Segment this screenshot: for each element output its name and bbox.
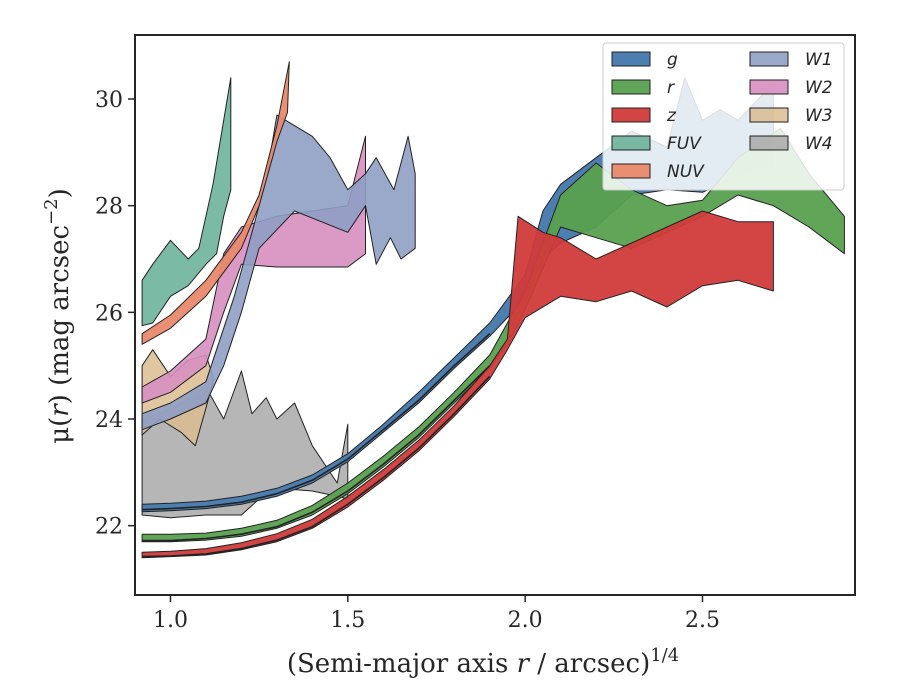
legend-swatch-nuv <box>611 163 651 179</box>
legend-swatch-w2 <box>749 79 789 95</box>
band-w1 <box>141 114 416 431</box>
x-axis-ticks: 1.0 1.5 2.0 2.5 <box>153 595 720 633</box>
legend-swatch-w1 <box>749 51 789 67</box>
legend-swatch-w4 <box>749 135 789 151</box>
y-axis-label: μ(r) (mag arcsec−2) <box>41 188 75 444</box>
legend-label-nuv: NUV <box>667 162 705 182</box>
legend-label-g: g <box>667 50 678 70</box>
band-w2 <box>141 135 366 404</box>
legend-label-w4: W4 <box>805 134 833 154</box>
y-tick-label: 22 <box>95 515 123 540</box>
legend-swatch-z <box>611 107 651 123</box>
band-z <box>141 210 774 559</box>
legend-label-w1: W1 <box>805 50 833 70</box>
legend-label-fuv: FUV <box>667 134 702 154</box>
legend-label-w2: W2 <box>805 78 833 98</box>
lines-layer <box>142 333 491 558</box>
legend: grz FUV NUV W1 W2 W3 W4 <box>602 42 845 191</box>
profile-line-r <box>142 365 491 542</box>
band-fuv <box>141 77 232 327</box>
y-tick-label: 24 <box>95 408 123 433</box>
legend-swatch-w3 <box>749 107 789 123</box>
x-tick-label: 2.5 <box>685 608 720 633</box>
y-tick-label: 26 <box>95 301 123 326</box>
legend-label-w3: W3 <box>805 106 833 126</box>
x-axis-label: (Semi-major axis r / arcsec)1/4 <box>287 645 679 679</box>
legend-label-z: z <box>666 106 677 126</box>
plot-frame <box>134 34 856 596</box>
profile-line-g <box>142 333 491 511</box>
y-tick-label: 30 <box>95 88 123 113</box>
profile-line-z <box>142 375 491 558</box>
y-tick-label: 28 <box>95 195 123 220</box>
legend-swatch-fuv <box>611 135 651 151</box>
band-nuv <box>141 61 290 345</box>
y-axis-ticks: 22 24 26 28 30 <box>95 88 135 540</box>
x-tick-label: 1.0 <box>153 608 188 633</box>
legend-swatch-r <box>611 79 651 95</box>
legend-label-r: r <box>667 78 675 98</box>
legend-swatch-g <box>611 51 651 67</box>
x-tick-label: 1.5 <box>330 608 365 633</box>
x-tick-label: 2.0 <box>508 608 543 633</box>
legend-items: grz FUV NUV W1 W2 W3 W4 <box>611 50 833 182</box>
